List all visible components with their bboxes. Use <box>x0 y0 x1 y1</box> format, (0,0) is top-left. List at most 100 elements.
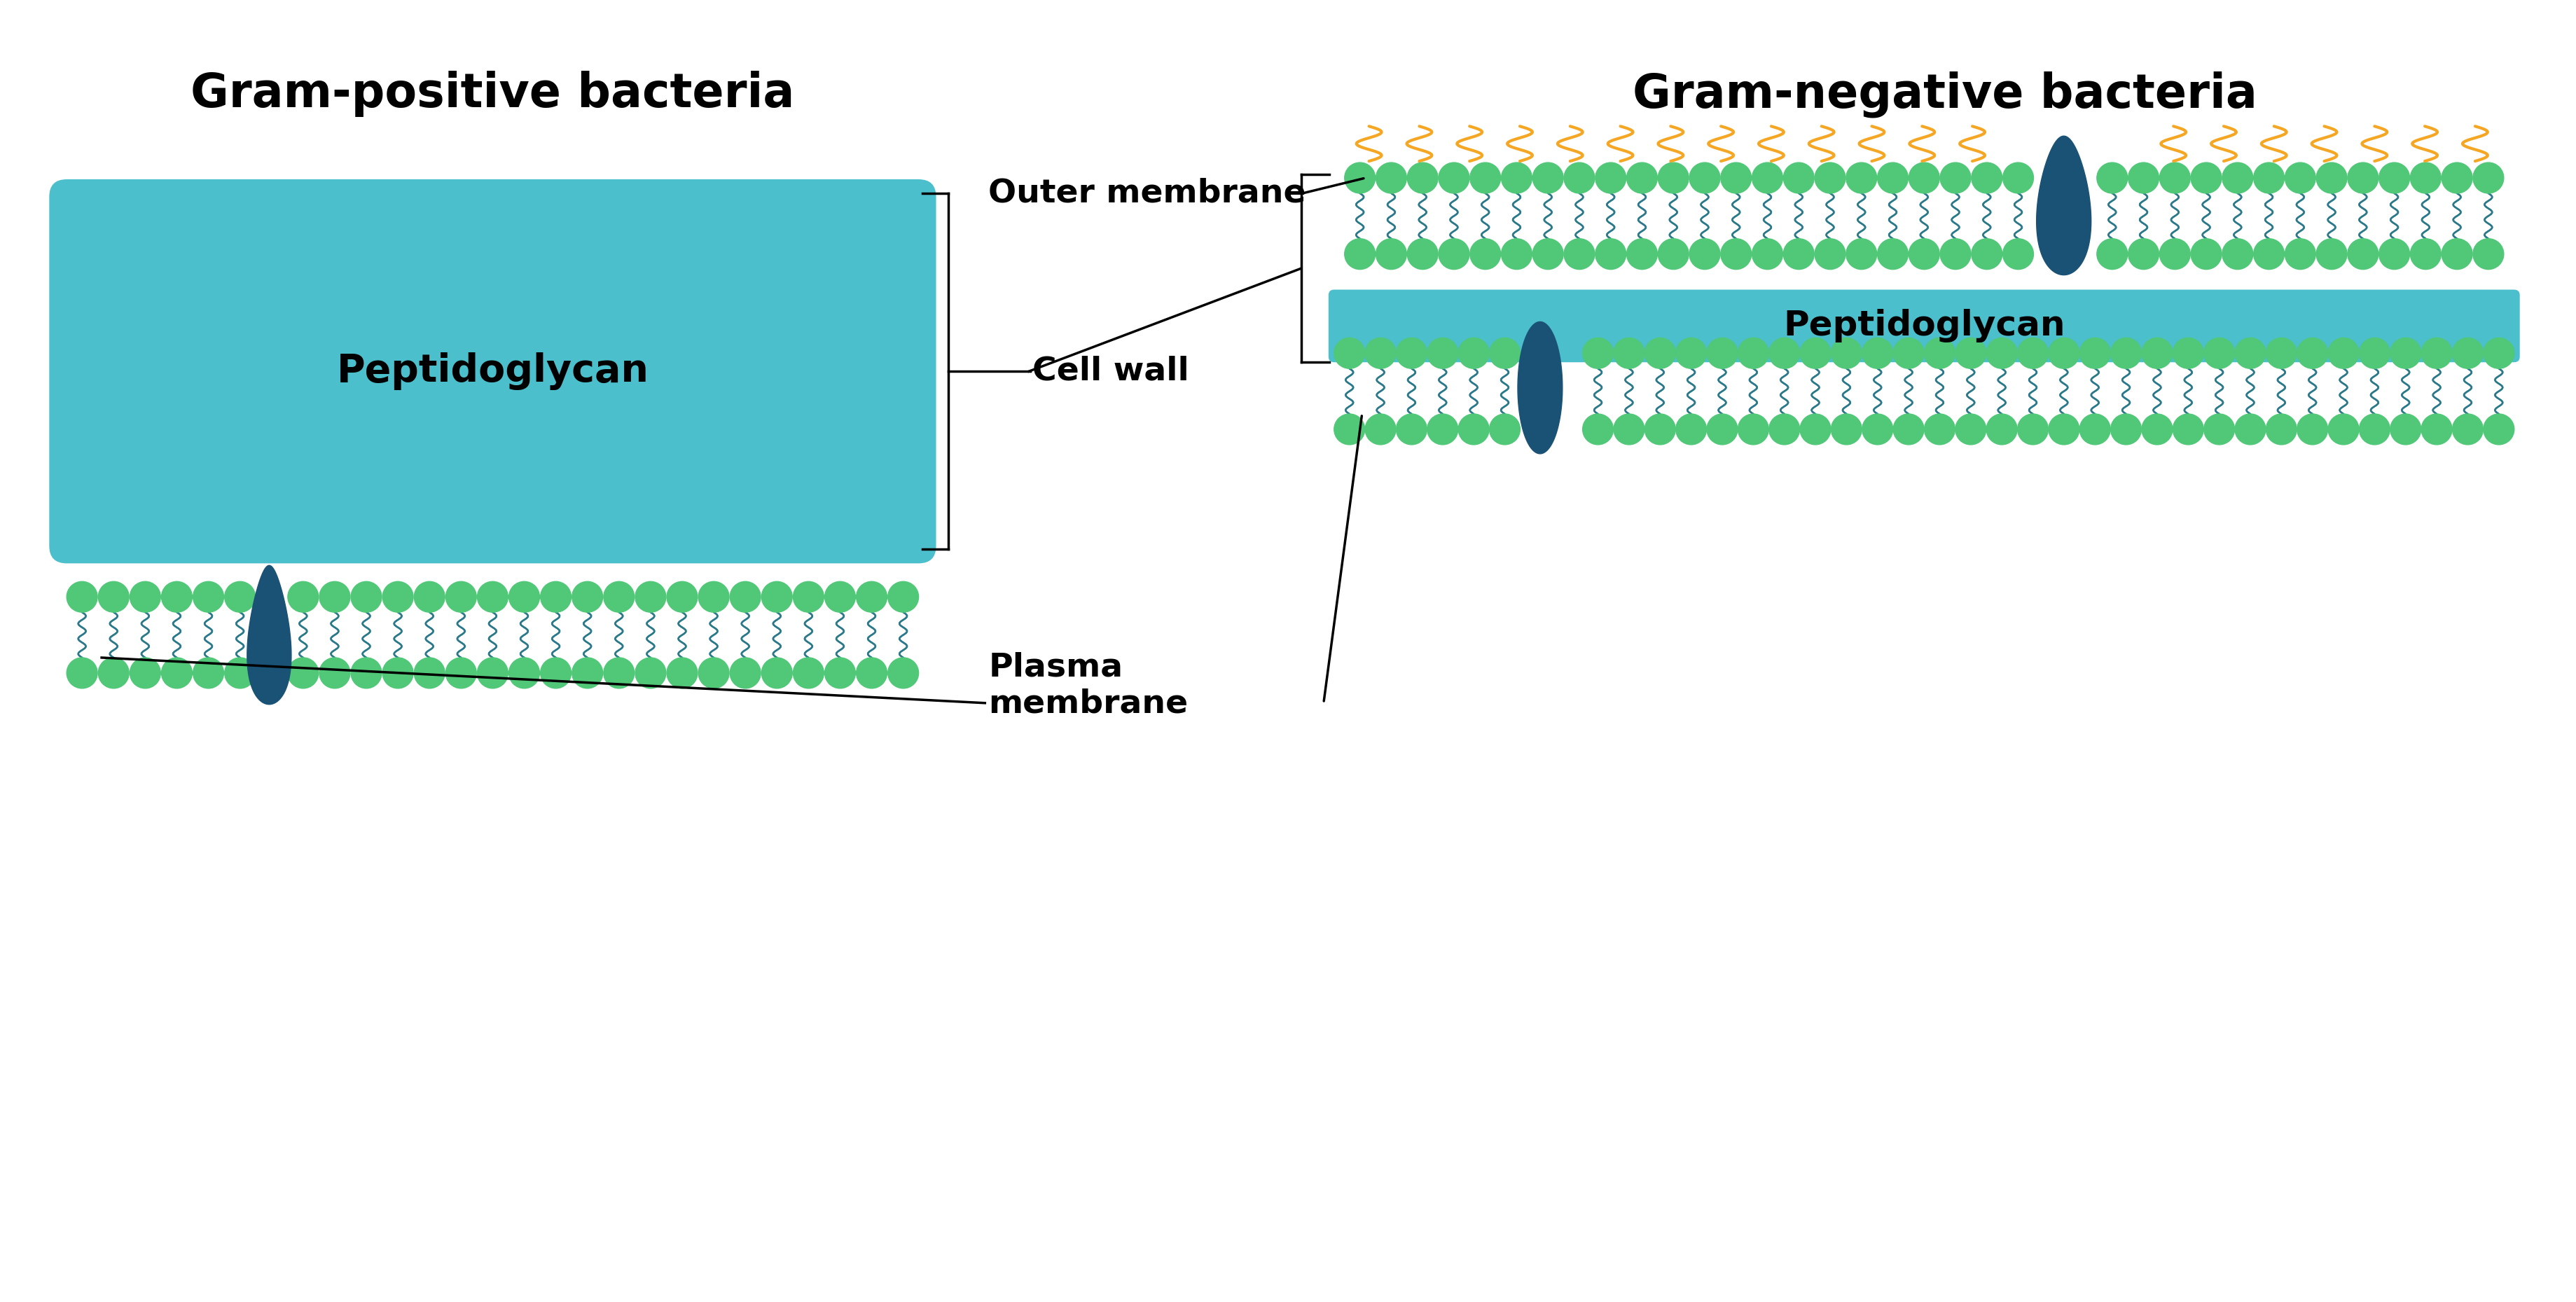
Circle shape <box>2110 337 2141 368</box>
Circle shape <box>2391 337 2421 368</box>
Circle shape <box>603 658 634 689</box>
Circle shape <box>2223 163 2254 193</box>
Circle shape <box>1924 414 1955 445</box>
Circle shape <box>1334 337 1365 368</box>
Circle shape <box>1986 337 2017 368</box>
Circle shape <box>2298 414 2329 445</box>
Circle shape <box>1739 414 1770 445</box>
Circle shape <box>2159 163 2190 193</box>
Circle shape <box>1909 163 1940 193</box>
Circle shape <box>2442 238 2473 270</box>
Text: Gram-positive bacteria: Gram-positive bacteria <box>191 72 793 117</box>
Circle shape <box>162 582 193 612</box>
Circle shape <box>289 582 319 612</box>
Circle shape <box>1971 163 2002 193</box>
Circle shape <box>510 658 538 689</box>
Circle shape <box>698 582 729 612</box>
Circle shape <box>2473 163 2504 193</box>
Circle shape <box>2048 414 2079 445</box>
Circle shape <box>2048 337 2079 368</box>
Circle shape <box>1878 238 1909 270</box>
Circle shape <box>98 658 129 689</box>
Circle shape <box>319 582 350 612</box>
Circle shape <box>415 658 446 689</box>
Circle shape <box>1613 337 1643 368</box>
Circle shape <box>1739 337 1770 368</box>
Circle shape <box>2002 238 2032 270</box>
Circle shape <box>1832 337 1862 368</box>
Circle shape <box>1893 337 1924 368</box>
Circle shape <box>1659 163 1690 193</box>
Circle shape <box>1427 414 1458 445</box>
Text: Peptidoglycan: Peptidoglycan <box>337 353 649 391</box>
Circle shape <box>446 582 477 612</box>
Text: Plasma
membrane: Plasma membrane <box>989 651 1188 720</box>
Circle shape <box>2411 163 2442 193</box>
Circle shape <box>446 658 477 689</box>
Circle shape <box>1677 414 1705 445</box>
Circle shape <box>1814 163 1844 193</box>
Circle shape <box>2079 337 2110 368</box>
Circle shape <box>1582 337 1613 368</box>
Circle shape <box>889 658 920 689</box>
Circle shape <box>1801 337 1832 368</box>
Circle shape <box>636 658 667 689</box>
Circle shape <box>1752 163 1783 193</box>
Circle shape <box>2097 163 2128 193</box>
Circle shape <box>1471 163 1502 193</box>
Circle shape <box>1770 337 1801 368</box>
Circle shape <box>698 658 729 689</box>
Circle shape <box>1489 414 1520 445</box>
Circle shape <box>1955 414 1986 445</box>
Circle shape <box>1801 414 1832 445</box>
Circle shape <box>1909 238 1940 270</box>
Circle shape <box>1814 238 1844 270</box>
Circle shape <box>762 582 793 612</box>
Circle shape <box>541 658 572 689</box>
Circle shape <box>2285 163 2316 193</box>
Circle shape <box>1690 238 1721 270</box>
Circle shape <box>2002 163 2032 193</box>
Circle shape <box>1406 163 1437 193</box>
Text: Peptidoglycan: Peptidoglycan <box>1783 309 2066 342</box>
Circle shape <box>2223 238 2254 270</box>
Circle shape <box>636 582 667 612</box>
Circle shape <box>510 582 538 612</box>
Circle shape <box>1334 414 1365 445</box>
Circle shape <box>2141 414 2172 445</box>
Circle shape <box>2380 163 2409 193</box>
Circle shape <box>2298 337 2329 368</box>
Circle shape <box>2205 337 2233 368</box>
Circle shape <box>193 658 224 689</box>
Text: Outer membrane: Outer membrane <box>989 177 1306 210</box>
Circle shape <box>2391 414 2421 445</box>
Circle shape <box>2483 337 2514 368</box>
Circle shape <box>1862 337 1893 368</box>
Circle shape <box>1783 238 1814 270</box>
Circle shape <box>1396 337 1427 368</box>
Circle shape <box>2380 238 2409 270</box>
Circle shape <box>1345 163 1376 193</box>
Circle shape <box>1986 414 2017 445</box>
Circle shape <box>477 582 507 612</box>
Circle shape <box>1940 238 1971 270</box>
Circle shape <box>1878 163 1909 193</box>
Circle shape <box>1458 337 1489 368</box>
Circle shape <box>2411 238 2442 270</box>
Circle shape <box>2347 238 2378 270</box>
Circle shape <box>541 582 572 612</box>
Circle shape <box>2190 163 2221 193</box>
Circle shape <box>1437 238 1468 270</box>
Circle shape <box>193 582 224 612</box>
Circle shape <box>2141 337 2172 368</box>
Circle shape <box>603 582 634 612</box>
Circle shape <box>1643 414 1674 445</box>
Circle shape <box>1832 414 1862 445</box>
Circle shape <box>1677 337 1705 368</box>
Circle shape <box>1625 163 1656 193</box>
Circle shape <box>1365 337 1396 368</box>
Circle shape <box>2267 337 2298 368</box>
Circle shape <box>2236 337 2267 368</box>
Circle shape <box>1564 238 1595 270</box>
Text: Cell wall: Cell wall <box>1033 355 1190 387</box>
